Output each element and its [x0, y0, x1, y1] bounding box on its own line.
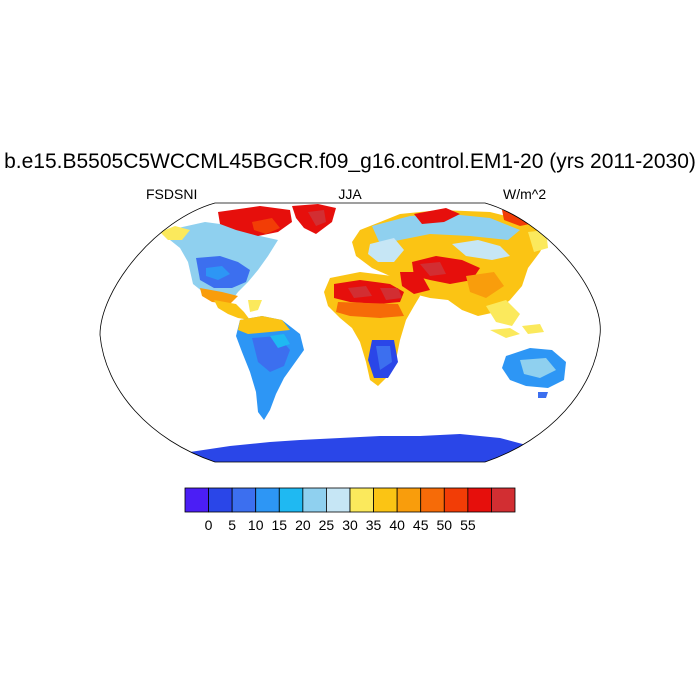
south-america: [236, 316, 304, 420]
colorbar-box: [255, 487, 280, 513]
center-string: JJA: [338, 186, 362, 202]
colorbar-box: [396, 487, 422, 513]
colorbar-label: 30: [342, 517, 358, 533]
colorbar-box: [302, 487, 327, 513]
plot-title: b.e15.B5505C5WCCML45BGCR.f09_g16.control…: [4, 150, 696, 173]
north-america: [160, 222, 278, 320]
africa: [324, 272, 420, 386]
colorbar-label: 0: [205, 517, 213, 533]
colorbar-box: [184, 487, 209, 513]
colorbar-box: [208, 487, 233, 513]
colorbar-box: [278, 487, 304, 513]
arctic-canada-greenland: [218, 204, 336, 236]
colorbar-box: [326, 487, 351, 513]
colorbar-label: 45: [413, 517, 429, 533]
colorbar-label: 55: [460, 517, 476, 533]
colorbar-box: [467, 487, 492, 513]
colorbar-label: 40: [389, 517, 405, 533]
colorbar-box: [491, 487, 516, 513]
eurasia: [352, 208, 548, 326]
colorbar-box: [231, 487, 257, 513]
right-string: W/m^2: [503, 186, 547, 202]
colorbar-box: [443, 487, 469, 513]
colorbar-label: 50: [437, 517, 453, 533]
colorbar-box: [349, 487, 374, 513]
colorbar-label: 10: [248, 517, 264, 533]
map-boundary: [99, 202, 601, 463]
colorbar-box: [373, 487, 398, 513]
colorbar-label: 5: [228, 517, 236, 533]
colorbar-box: [420, 487, 445, 513]
antarctica: [180, 434, 545, 462]
colorbar-label: 15: [272, 517, 288, 533]
left-string: FSDSNI: [146, 186, 198, 202]
colorbar-label: 20: [295, 517, 311, 533]
australia: [502, 348, 566, 398]
maritime-continent: [490, 324, 544, 338]
colorbar-label: 25: [319, 517, 335, 533]
colorbar-label: 35: [366, 517, 382, 533]
